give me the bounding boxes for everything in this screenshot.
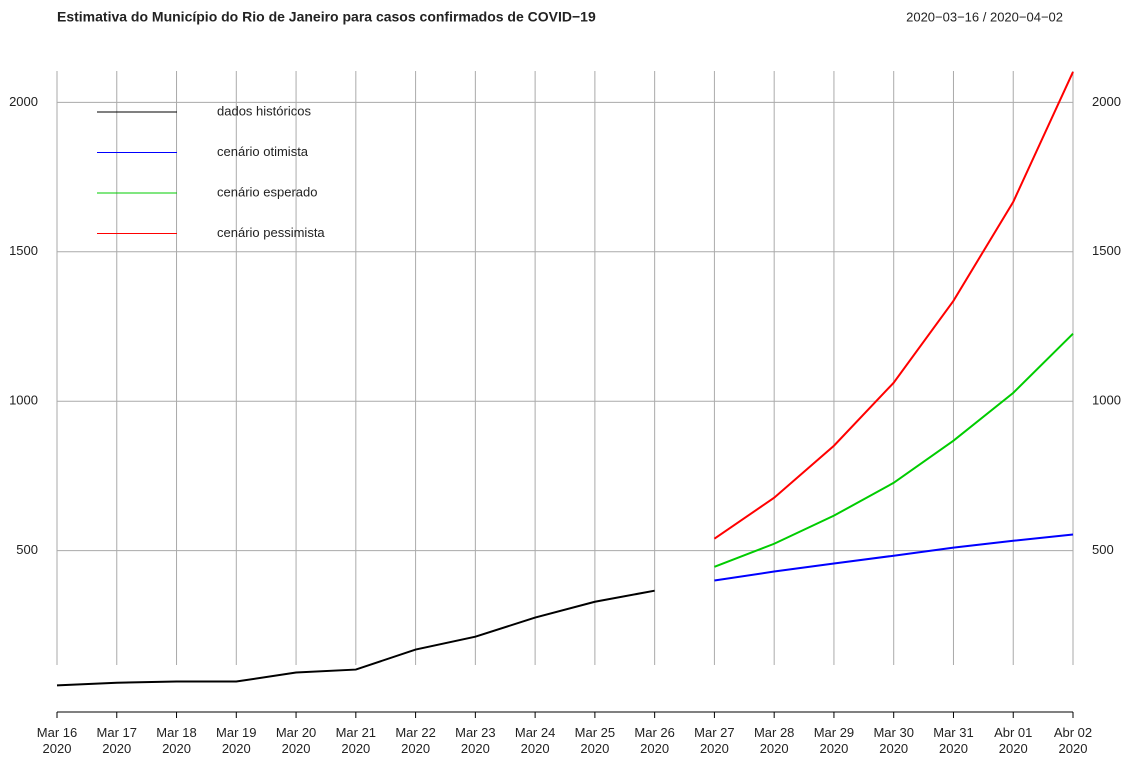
x-tick-label: Mar 22 2020 [395,725,435,756]
x-tick-label-line: 2020 [461,741,490,756]
x-tick-label: Mar 28 2020 [754,725,794,756]
x-tick-label-line: 2020 [580,741,609,756]
x-tick-label-line: Mar 25 [575,725,615,740]
x-tick-label: Mar 26 2020 [634,725,674,756]
x-tick-label-line: Mar 17 [97,725,137,740]
legend-label: dados históricos [217,103,311,118]
x-tick-label: Abr 01 2020 [994,725,1032,756]
x-tick-label: Mar 23 2020 [455,725,495,756]
x-tick-label: Abr 02 2020 [1054,725,1092,756]
x-tick-label-line: Mar 31 [933,725,973,740]
x-tick-label-line: Mar 27 [694,725,734,740]
x-tick-label: Mar 30 2020 [873,725,913,756]
x-tick-label-line: Abr 02 [1054,725,1092,740]
y-tick-label: 1500 [9,243,38,258]
y-tick-label: 2000 [9,94,38,109]
x-tick-label: Mar 19 2020 [216,725,256,756]
x-tick-label-line: 2020 [162,741,191,756]
x-tick-label: Mar 24 2020 [515,725,555,756]
y-tick-label: 500 [16,542,38,557]
legend-label: cenário pessimista [217,225,325,240]
x-tick-label-line: Mar 21 [336,725,376,740]
series-line [714,332,1074,568]
x-tick-label-line: Mar 23 [455,725,495,740]
y2-tick-label: 2000 [1092,94,1121,109]
x-tick-label-line: Mar 18 [156,725,196,740]
series-line [56,589,655,687]
x-tick-label-line: 2020 [819,741,848,756]
x-tick-label-line: Mar 29 [814,725,854,740]
x-tick-label-line: 2020 [102,741,131,756]
y2-tick-label: 500 [1092,542,1114,557]
x-tick-label-line: 2020 [999,741,1028,756]
x-tick-label-line: Mar 22 [395,725,435,740]
x-tick-label-line: 2020 [341,741,370,756]
x-tick-label-line: 2020 [401,741,430,756]
x-tick-label-line: Mar 28 [754,725,794,740]
x-tick-label-line: 2020 [700,741,729,756]
x-tick-label-line: 2020 [879,741,908,756]
x-tick-label-line: Mar 19 [216,725,256,740]
x-tick-label-line: Mar 20 [276,725,316,740]
chart-title: Estimativa do Município do Rio de Janeir… [57,9,596,25]
legend-label: cenário otimista [217,144,309,159]
chart-subtitle: 2020−03−16 / 2020−04−02 [906,9,1063,24]
x-tick-label-line: Mar 16 [37,725,77,740]
x-tick-label-line: 2020 [640,741,669,756]
x-tick-label-line: 2020 [222,741,251,756]
x-tick-label-line: 2020 [43,741,72,756]
y2-tick-label: 1000 [1092,393,1121,408]
x-tick-label-line: Mar 26 [634,725,674,740]
x-tick-label-line: 2020 [521,741,550,756]
x-tick-label: Mar 31 2020 [933,725,973,756]
x-tick-label: Mar 18 2020 [156,725,196,756]
x-tick-label: Mar 29 2020 [814,725,854,756]
x-tick-label-line: Abr 01 [994,725,1032,740]
x-tick-label: Mar 17 2020 [97,725,137,756]
y2-tick-label: 1500 [1092,243,1121,258]
x-tick-label: Mar 16 2020 [37,725,77,756]
x-tick-label-line: 2020 [282,741,311,756]
x-tick-label-line: Mar 24 [515,725,555,740]
x-tick-label: Mar 20 2020 [276,725,316,756]
x-tick-label-line: 2020 [760,741,789,756]
series-line [714,533,1074,582]
x-tick-label: Mar 25 2020 [575,725,615,756]
x-tick-label: Mar 21 2020 [336,725,376,756]
x-tick-label-line: 2020 [1059,741,1088,756]
x-tick-label: Mar 27 2020 [694,725,734,756]
x-tick-label-line: 2020 [939,741,968,756]
series-line [713,71,1074,540]
x-tick-label-line: Mar 30 [873,725,913,740]
y-tick-label: 1000 [9,393,38,408]
legend-label: cenário esperado [217,184,317,199]
